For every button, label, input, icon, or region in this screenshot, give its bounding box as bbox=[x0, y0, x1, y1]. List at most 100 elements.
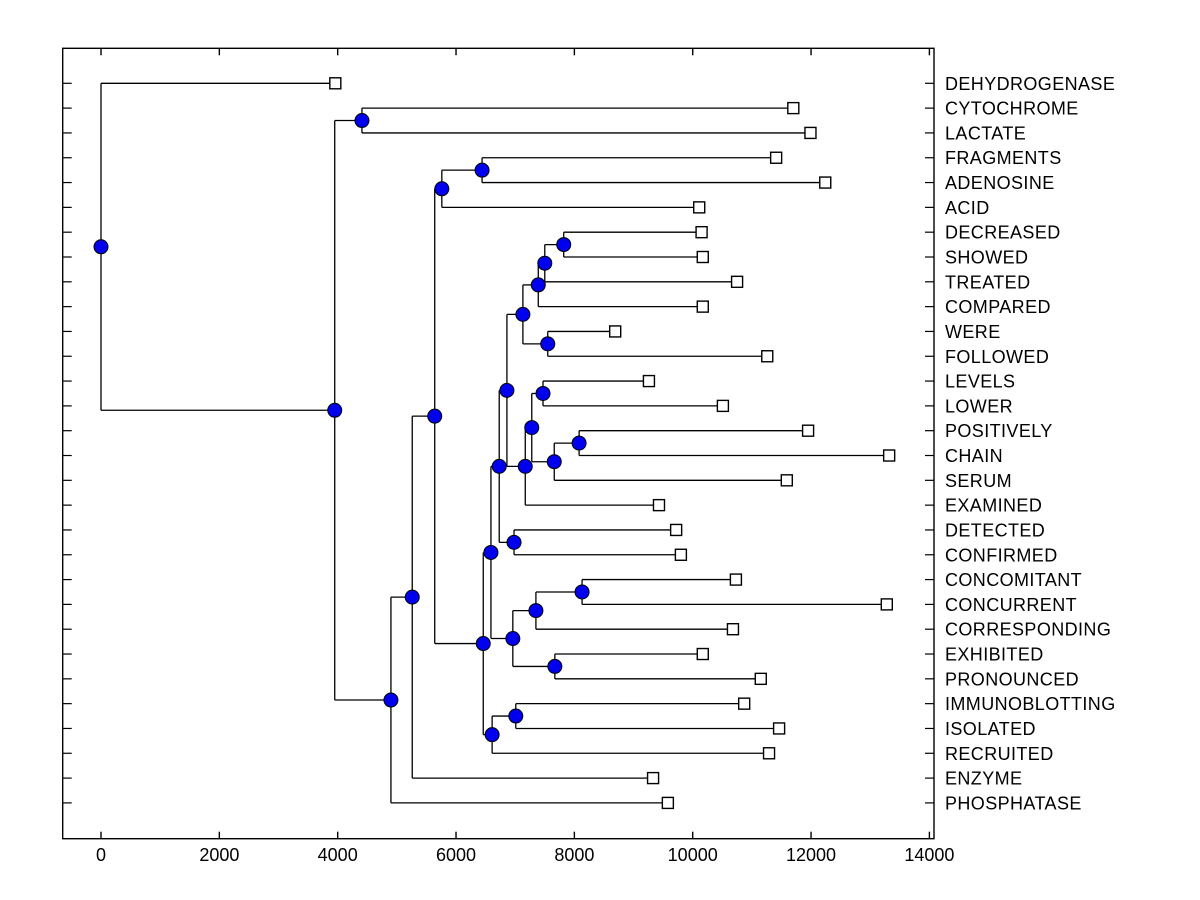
leaf-label-serum: SERUM bbox=[945, 471, 1012, 491]
x-tick-labels: 0 2000 4000 6000 8000 10000 12000 14000 bbox=[96, 845, 954, 865]
x-tick-label-14000: 14000 bbox=[904, 845, 954, 865]
internal-node-marker-n-i[interactable] bbox=[524, 420, 540, 436]
leaf-label-recruited: RECRUITED bbox=[945, 744, 1054, 764]
leaf-label-acid: ACID bbox=[945, 198, 990, 218]
internal-node-marker-n-v[interactable] bbox=[484, 727, 500, 743]
x-tick-label-12000: 12000 bbox=[786, 845, 836, 865]
leaf-label-compared: COMPARED bbox=[945, 297, 1051, 317]
leaf-marker-detected[interactable] bbox=[669, 523, 683, 537]
internal-node-marker-n-f[interactable] bbox=[540, 336, 556, 352]
leaf-label-pronounced: PRONOUNCED bbox=[945, 669, 1079, 689]
leaf-marker-phosphatase[interactable] bbox=[661, 796, 675, 810]
leaf-label-cytochrome: CYTOCHROME bbox=[945, 99, 1079, 119]
leaf-marker-lower[interactable] bbox=[716, 399, 730, 413]
leaf-label-were: WERE bbox=[945, 322, 1001, 342]
leaf-marker-enzyme[interactable] bbox=[646, 771, 660, 785]
leaf-label-enzyme: ENZYME bbox=[945, 769, 1022, 789]
internal-node-marker-n-g[interactable] bbox=[499, 382, 515, 398]
internal-node-marker-n-o[interactable] bbox=[483, 544, 499, 560]
internal-node-marker-n-z1[interactable] bbox=[327, 402, 343, 418]
axes-frame bbox=[62, 47, 935, 840]
leaf-marker-concurrent[interactable] bbox=[880, 598, 893, 611]
internal-node-marker-n-z2[interactable] bbox=[427, 408, 443, 424]
internal-node-marker-n-e[interactable] bbox=[515, 306, 531, 322]
leaf-marker-serum[interactable] bbox=[780, 474, 793, 487]
axis-ticks bbox=[62, 48, 934, 839]
leaf-marker-immunoblotting[interactable] bbox=[737, 697, 751, 710]
internal-node-marker-n-r[interactable] bbox=[505, 631, 521, 647]
internal-node-marker-n-p[interactable] bbox=[574, 584, 590, 600]
leaf-marker-acid[interactable] bbox=[693, 201, 706, 214]
leaf-label-fragments: FRAGMENTS bbox=[945, 148, 1062, 168]
leaf-marker-adenosine[interactable] bbox=[819, 176, 832, 189]
x-tick-label-8000: 8000 bbox=[554, 845, 594, 865]
internal-node-marker-n-j[interactable] bbox=[571, 435, 587, 451]
leaf-marker-showed[interactable] bbox=[696, 250, 709, 264]
leaf-marker-exhibited[interactable] bbox=[696, 647, 709, 661]
leaf-marker-lactate[interactable] bbox=[804, 126, 817, 140]
internal-node-marker-n-a[interactable] bbox=[354, 113, 370, 129]
leaf-label-lactate: LACTATE bbox=[945, 123, 1026, 143]
internal-node-marker-n-h[interactable] bbox=[535, 385, 551, 401]
internal-node-marker-n-d[interactable] bbox=[530, 277, 546, 293]
leaf-marker-isolated[interactable] bbox=[772, 722, 786, 735]
internal-node-marker-n-s[interactable] bbox=[475, 636, 491, 652]
leaf-label-immunoblotting: IMMUNOBLOTTING bbox=[945, 694, 1116, 714]
x-tick-label-10000: 10000 bbox=[668, 845, 718, 865]
leaf-label-exhibited: EXHIBITED bbox=[945, 645, 1044, 665]
leaf-marker-concomitant[interactable] bbox=[729, 573, 743, 586]
internal-node-marker-n-n[interactable] bbox=[506, 534, 522, 550]
x-tick-label-2000: 2000 bbox=[199, 845, 239, 865]
leaf-marker-followed[interactable] bbox=[761, 350, 774, 363]
internal-node-marker-n-c[interactable] bbox=[537, 255, 553, 271]
leaf-label-lower: LOWER bbox=[945, 396, 1013, 416]
leaf-marker-treated[interactable] bbox=[730, 275, 744, 289]
internal-node-marker-n-root[interactable] bbox=[93, 239, 109, 255]
leaf-marker-recruited[interactable] bbox=[762, 747, 776, 760]
leaf-label-followed: FOLLOWED bbox=[945, 347, 1049, 367]
internal-node-marker-n-q[interactable] bbox=[528, 603, 544, 619]
leaf-label-concomitant: CONCOMITANT bbox=[945, 570, 1082, 590]
leaf-label-dehydrogenase: DEHYDROGENASE bbox=[945, 74, 1115, 94]
internal-node-marker-n-t[interactable] bbox=[547, 658, 563, 674]
x-tick-label-4000: 4000 bbox=[318, 845, 358, 865]
internal-node-markers bbox=[93, 113, 590, 743]
internal-node-marker-n-z3[interactable] bbox=[404, 589, 420, 605]
leaf-marker-corresponding[interactable] bbox=[726, 623, 740, 636]
leaf-marker-compared[interactable] bbox=[696, 300, 709, 313]
leaf-marker-decreased[interactable] bbox=[695, 225, 708, 239]
leaf-label-examined: EXAMINED bbox=[945, 496, 1042, 516]
internal-node-marker-n-faa[interactable] bbox=[434, 181, 450, 197]
leaf-marker-cytochrome[interactable] bbox=[787, 101, 800, 115]
internal-node-marker-n-m[interactable] bbox=[546, 454, 562, 470]
leaf-marker-confirmed[interactable] bbox=[674, 548, 688, 561]
leaf-marker-examined[interactable] bbox=[652, 498, 666, 512]
x-tick-label-6000: 6000 bbox=[436, 845, 476, 865]
leaf-marker-fragments[interactable] bbox=[769, 151, 783, 164]
leaf-label-isolated: ISOLATED bbox=[945, 719, 1036, 739]
internal-node-marker-n-z4[interactable] bbox=[383, 692, 399, 708]
leaf-label-adenosine: ADENOSINE bbox=[945, 173, 1055, 193]
leaf-marker-chain[interactable] bbox=[882, 449, 896, 462]
leaf-labels: DEHYDROGENASE CYTOCHROME LACTATE FRAGMENTS A… bbox=[945, 74, 1116, 814]
leaf-marker-pronounced[interactable] bbox=[754, 672, 767, 686]
plot-box bbox=[62, 47, 935, 840]
internal-node-marker-n-fa[interactable] bbox=[474, 162, 490, 178]
internal-node-marker-n-k[interactable] bbox=[491, 458, 507, 474]
leaf-marker-dehydrogenase[interactable] bbox=[329, 77, 342, 90]
leaf-marker-positively[interactable] bbox=[801, 424, 815, 437]
leaf-label-chain: CHAIN bbox=[945, 446, 1003, 466]
leaf-label-phosphatase: PHOSPHATASE bbox=[945, 793, 1082, 813]
leaf-label-levels: LEVELS bbox=[945, 372, 1015, 392]
leaf-label-positively: POSITIVELY bbox=[945, 421, 1053, 441]
internal-node-marker-n-l[interactable] bbox=[517, 458, 533, 474]
leaf-label-corresponding: CORRESPONDING bbox=[945, 620, 1111, 640]
leaf-label-decreased: DECREASED bbox=[945, 223, 1061, 243]
leaf-markers bbox=[329, 77, 896, 810]
internal-node-marker-n-u[interactable] bbox=[508, 708, 524, 724]
leaf-label-showed: SHOWED bbox=[945, 247, 1028, 267]
leaf-marker-levels[interactable] bbox=[642, 374, 656, 388]
internal-node-marker-n-b[interactable] bbox=[556, 237, 572, 253]
leaf-marker-were[interactable] bbox=[608, 325, 622, 338]
